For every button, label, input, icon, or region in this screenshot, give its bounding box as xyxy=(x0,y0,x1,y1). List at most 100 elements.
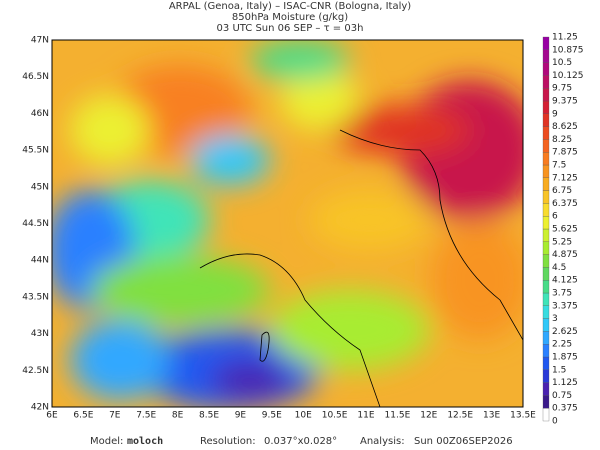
header-line: 850hPa Moisture (g/kg) xyxy=(232,12,348,23)
colorbar-segment xyxy=(542,241,550,255)
lat-label: 45N xyxy=(31,182,49,192)
colorbar-segment xyxy=(542,113,550,127)
lat-label: 43N xyxy=(31,329,49,339)
footer-label: Resolution: xyxy=(200,436,256,447)
footer-value: 0.037°x0.028° xyxy=(264,436,337,447)
colorbar-segment xyxy=(542,190,550,204)
colorbar-label: 8.625 xyxy=(552,122,578,132)
colorbar-label: 4.125 xyxy=(552,276,578,286)
lat-label: 46N xyxy=(31,109,49,119)
footer-value: Sun 00Z06SEP2026 xyxy=(414,436,513,447)
colorbar-label: 0.75 xyxy=(552,391,572,401)
colorbar-label: 0 xyxy=(552,417,558,427)
lat-label: 42.5N xyxy=(22,366,49,376)
colorbar-label: 5.25 xyxy=(552,237,572,247)
lon-label: 12.5E xyxy=(447,411,473,421)
colorbar-label: 9.375 xyxy=(552,97,578,107)
lon-label: 11.5E xyxy=(385,411,411,421)
colorbar-label: 9 xyxy=(552,109,558,119)
lon-label: 12E xyxy=(420,411,437,421)
moisture-field xyxy=(52,40,523,407)
footer-value: moloch xyxy=(127,436,163,447)
lat-label: 43.5N xyxy=(22,292,49,302)
colorbar-segment xyxy=(542,36,550,50)
colorbar-segment xyxy=(542,318,550,332)
colorbar-label: 6.375 xyxy=(552,199,578,209)
lon-label: 9.5E xyxy=(262,411,282,421)
colorbar-segment xyxy=(542,139,550,153)
colorbar-segment xyxy=(542,254,550,268)
lat-label: 47N xyxy=(31,36,49,46)
lon-label: 6E xyxy=(46,411,58,421)
colorbar-segment xyxy=(542,369,550,383)
colorbar-label: 3.375 xyxy=(552,301,578,311)
colorbar-label: 1.875 xyxy=(552,353,578,363)
colorbar-label: 3 xyxy=(552,314,558,324)
colorbar-label: 1.125 xyxy=(552,378,578,388)
colorbar-label: 2.25 xyxy=(552,340,572,350)
lon-label: 8E xyxy=(172,411,184,421)
map-frame xyxy=(51,39,524,408)
colorbar-segment xyxy=(542,88,550,102)
colorbar-label: 8.25 xyxy=(552,135,572,145)
lon-label: 10E xyxy=(295,411,312,421)
footer-label: Model: xyxy=(90,436,123,447)
lon-label: 11E xyxy=(357,411,374,421)
colorbar-segment xyxy=(542,228,550,242)
colorbar-label: 7.875 xyxy=(552,148,578,158)
colorbar-label: 7.125 xyxy=(552,173,578,183)
colorbar-segment xyxy=(542,75,550,89)
colorbar-segment xyxy=(542,292,550,306)
lat-label: 42N xyxy=(31,403,49,413)
lon-label: 10.5E xyxy=(322,411,348,421)
colorbar-segment xyxy=(542,267,550,281)
colorbar-label: 10.5 xyxy=(552,58,572,68)
colorbar-segment xyxy=(542,203,550,217)
header-line: ARPAL (Genoa, Italy) – ISAC-CNR (Bologna… xyxy=(169,1,411,12)
colorbar-label: 1.5 xyxy=(552,365,566,375)
colorbar-segment xyxy=(542,305,550,319)
colorbar-segment xyxy=(542,126,550,140)
colorbar-label: 6.75 xyxy=(552,186,572,196)
lon-label: 13E xyxy=(483,411,500,421)
colorbar-segment xyxy=(542,152,550,166)
colorbar-label: 9.75 xyxy=(552,84,572,94)
header-line: 03 UTC Sun 06 SEP – τ = 03h xyxy=(217,23,364,34)
colorbar-label: 10.125 xyxy=(552,71,584,81)
colorbar-label: 10.875 xyxy=(552,45,584,55)
colorbar-label: 4.875 xyxy=(552,250,578,260)
colorbar-label: 3.75 xyxy=(552,289,572,299)
colorbar-segment xyxy=(542,177,550,191)
colorbar-label: 11.25 xyxy=(552,33,578,43)
colorbar-label: 7.5 xyxy=(552,161,566,171)
colorbar-segment xyxy=(542,408,550,422)
colorbar-segment xyxy=(542,62,550,76)
lat-label: 45.5N xyxy=(22,146,49,156)
colorbar-segment xyxy=(542,216,550,230)
colorbar-segment xyxy=(542,395,550,409)
lat-label: 44N xyxy=(31,256,49,266)
colorbar-segment xyxy=(542,49,550,63)
colorbar-segment xyxy=(542,280,550,294)
colorbar-segment xyxy=(542,100,550,114)
colorbar-label: 2.625 xyxy=(552,327,578,337)
colorbar-label: 6 xyxy=(552,212,558,222)
colorbar-segment xyxy=(542,164,550,178)
colorbar-segment xyxy=(542,356,550,370)
footer-label: Analysis: xyxy=(360,436,405,447)
lat-label: 46.5N xyxy=(22,72,49,82)
colorbar-segment xyxy=(542,331,550,345)
lon-label: 8.5E xyxy=(199,411,219,421)
colorbar-label: 5.625 xyxy=(552,225,578,235)
lon-label: 6.5E xyxy=(73,411,93,421)
colorbar-label: 0.375 xyxy=(552,404,578,414)
lat-label: 44.5N xyxy=(22,219,49,229)
colorbar-label: 4.5 xyxy=(552,263,566,273)
colorbar-segment xyxy=(542,344,550,358)
lon-label: 7.5E xyxy=(136,411,156,421)
colorbar-segment xyxy=(542,382,550,396)
lon-label: 7E xyxy=(109,411,121,421)
lon-label: 13.5E xyxy=(510,411,536,421)
lon-label: 9E xyxy=(235,411,247,421)
